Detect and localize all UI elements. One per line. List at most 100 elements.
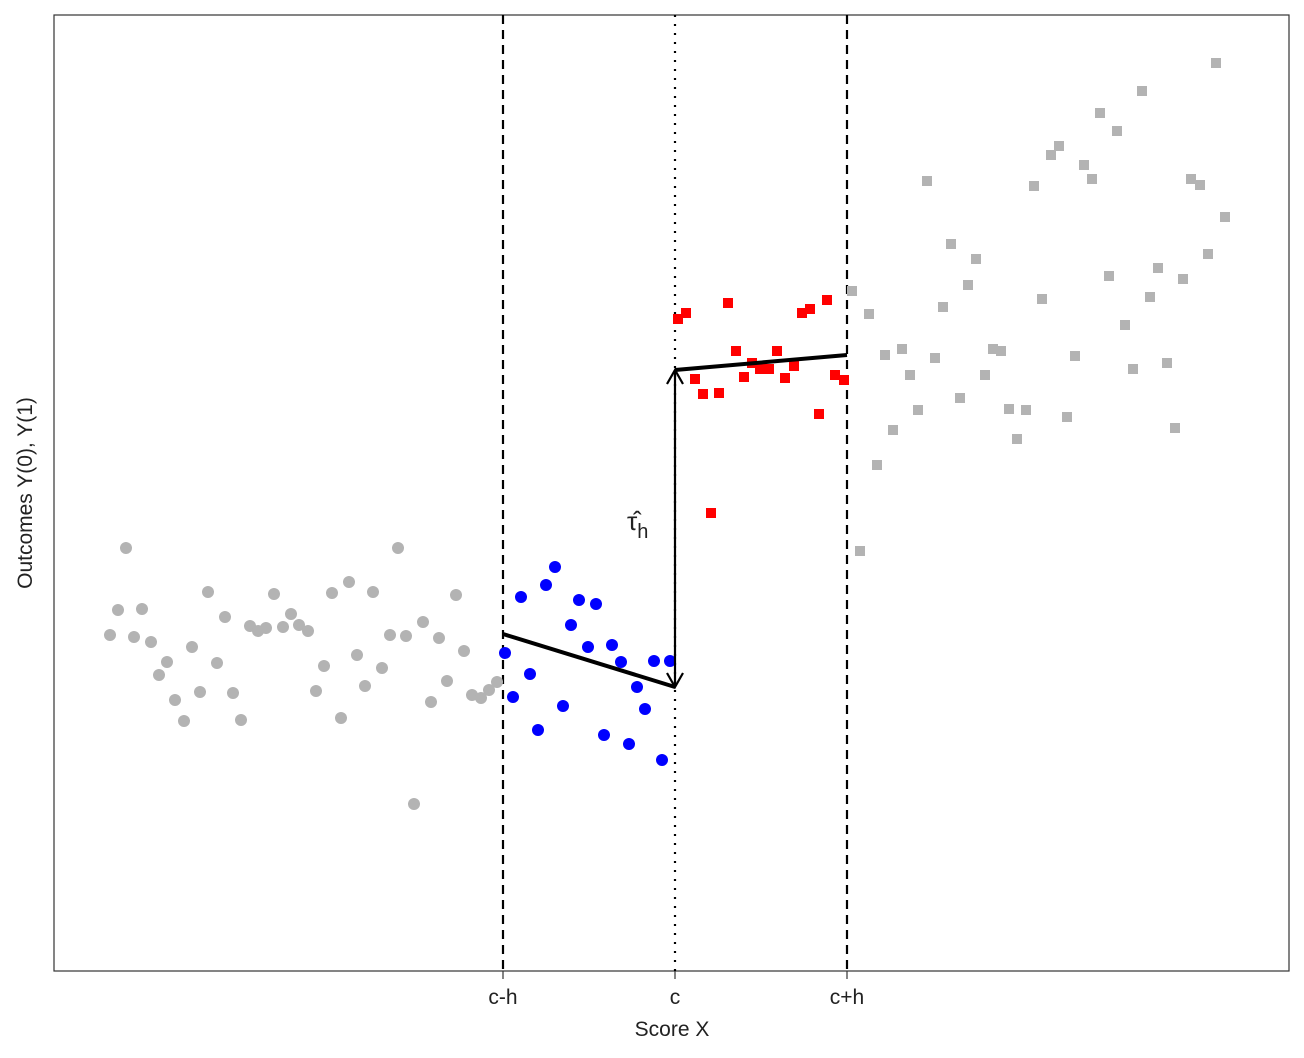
arrow-head [666, 672, 684, 690]
data-point [1178, 274, 1188, 284]
data-point [318, 660, 330, 672]
data-point [1046, 150, 1056, 160]
data-point [897, 344, 907, 354]
data-point [359, 680, 371, 692]
data-point [491, 676, 503, 688]
data-point [1220, 212, 1230, 222]
data-point [963, 280, 973, 290]
data-point [227, 687, 239, 699]
data-point [211, 657, 223, 669]
data-point [1004, 404, 1014, 414]
data-point [772, 346, 782, 356]
data-point [1186, 174, 1196, 184]
data-point [1095, 108, 1105, 118]
data-point [549, 561, 561, 573]
data-point [864, 309, 874, 319]
data-point [1211, 58, 1221, 68]
data-point [872, 460, 882, 470]
data-point [1087, 174, 1097, 184]
data-point [946, 239, 956, 249]
data-point [648, 655, 660, 667]
data-point [1021, 405, 1031, 415]
data-point [219, 611, 231, 623]
data-point [499, 647, 511, 659]
data-point [136, 603, 148, 615]
data-point [153, 669, 165, 681]
data-point [1037, 294, 1047, 304]
data-point [483, 684, 495, 696]
data-point [161, 656, 173, 668]
data-point [1170, 423, 1180, 433]
data-point [120, 542, 132, 554]
annotation: τ̂h [627, 506, 648, 543]
x-axis-label: Score X [635, 1018, 710, 1041]
data-point [565, 619, 577, 631]
data-point [590, 598, 602, 610]
data-point [988, 344, 998, 354]
data-point [1012, 434, 1022, 444]
plot-frame [53, 14, 1290, 972]
data-point [128, 631, 140, 643]
data-point [1029, 181, 1039, 191]
data-point [557, 700, 569, 712]
data-point [723, 298, 733, 308]
data-point [145, 636, 157, 648]
annotation-subscript: h [637, 521, 648, 543]
data-point [1070, 351, 1080, 361]
data-point [285, 608, 297, 620]
data-point [1104, 271, 1114, 281]
data-point [1062, 412, 1072, 422]
data-point [938, 302, 948, 312]
data-point [1153, 263, 1163, 273]
data-point [955, 393, 965, 403]
data-point [673, 314, 683, 324]
fit-line [674, 353, 848, 372]
data-point [814, 409, 824, 419]
data-point [930, 353, 940, 363]
data-point [343, 576, 355, 588]
arrow-head [666, 367, 684, 385]
data-point [1203, 249, 1213, 259]
data-point [797, 308, 807, 318]
data-point [186, 641, 198, 653]
data-point [698, 389, 708, 399]
data-point [532, 724, 544, 736]
data-point [880, 350, 890, 360]
x-tick-label: c-h [488, 986, 517, 1009]
data-point [433, 632, 445, 644]
data-point [1145, 292, 1155, 302]
x-tick-label: c [670, 986, 681, 1009]
data-point [839, 375, 849, 385]
data-point [194, 686, 206, 698]
data-point [664, 655, 676, 667]
data-point [639, 703, 651, 715]
data-point [905, 370, 915, 380]
data-point [606, 639, 618, 651]
data-point [822, 295, 832, 305]
data-point [310, 685, 322, 697]
data-point [922, 176, 932, 186]
data-point [755, 364, 765, 374]
data-point [293, 619, 305, 631]
data-point [335, 712, 347, 724]
data-point [615, 656, 627, 668]
data-point [277, 621, 289, 633]
data-point [888, 425, 898, 435]
data-point [178, 715, 190, 727]
data-point [515, 591, 527, 603]
data-point [1120, 320, 1130, 330]
data-point [104, 629, 116, 641]
data-point [1128, 364, 1138, 374]
y-axis-label: Outcomes Y(0), Y(1) [14, 397, 37, 589]
data-point [805, 304, 815, 314]
data-point [408, 798, 420, 810]
data-point [573, 594, 585, 606]
x-tick-label: c+h [830, 986, 864, 1009]
data-point [706, 508, 716, 518]
data-point [351, 649, 363, 661]
data-point [392, 542, 404, 554]
data-point [847, 286, 857, 296]
data-point [112, 604, 124, 616]
data-point [681, 308, 691, 318]
